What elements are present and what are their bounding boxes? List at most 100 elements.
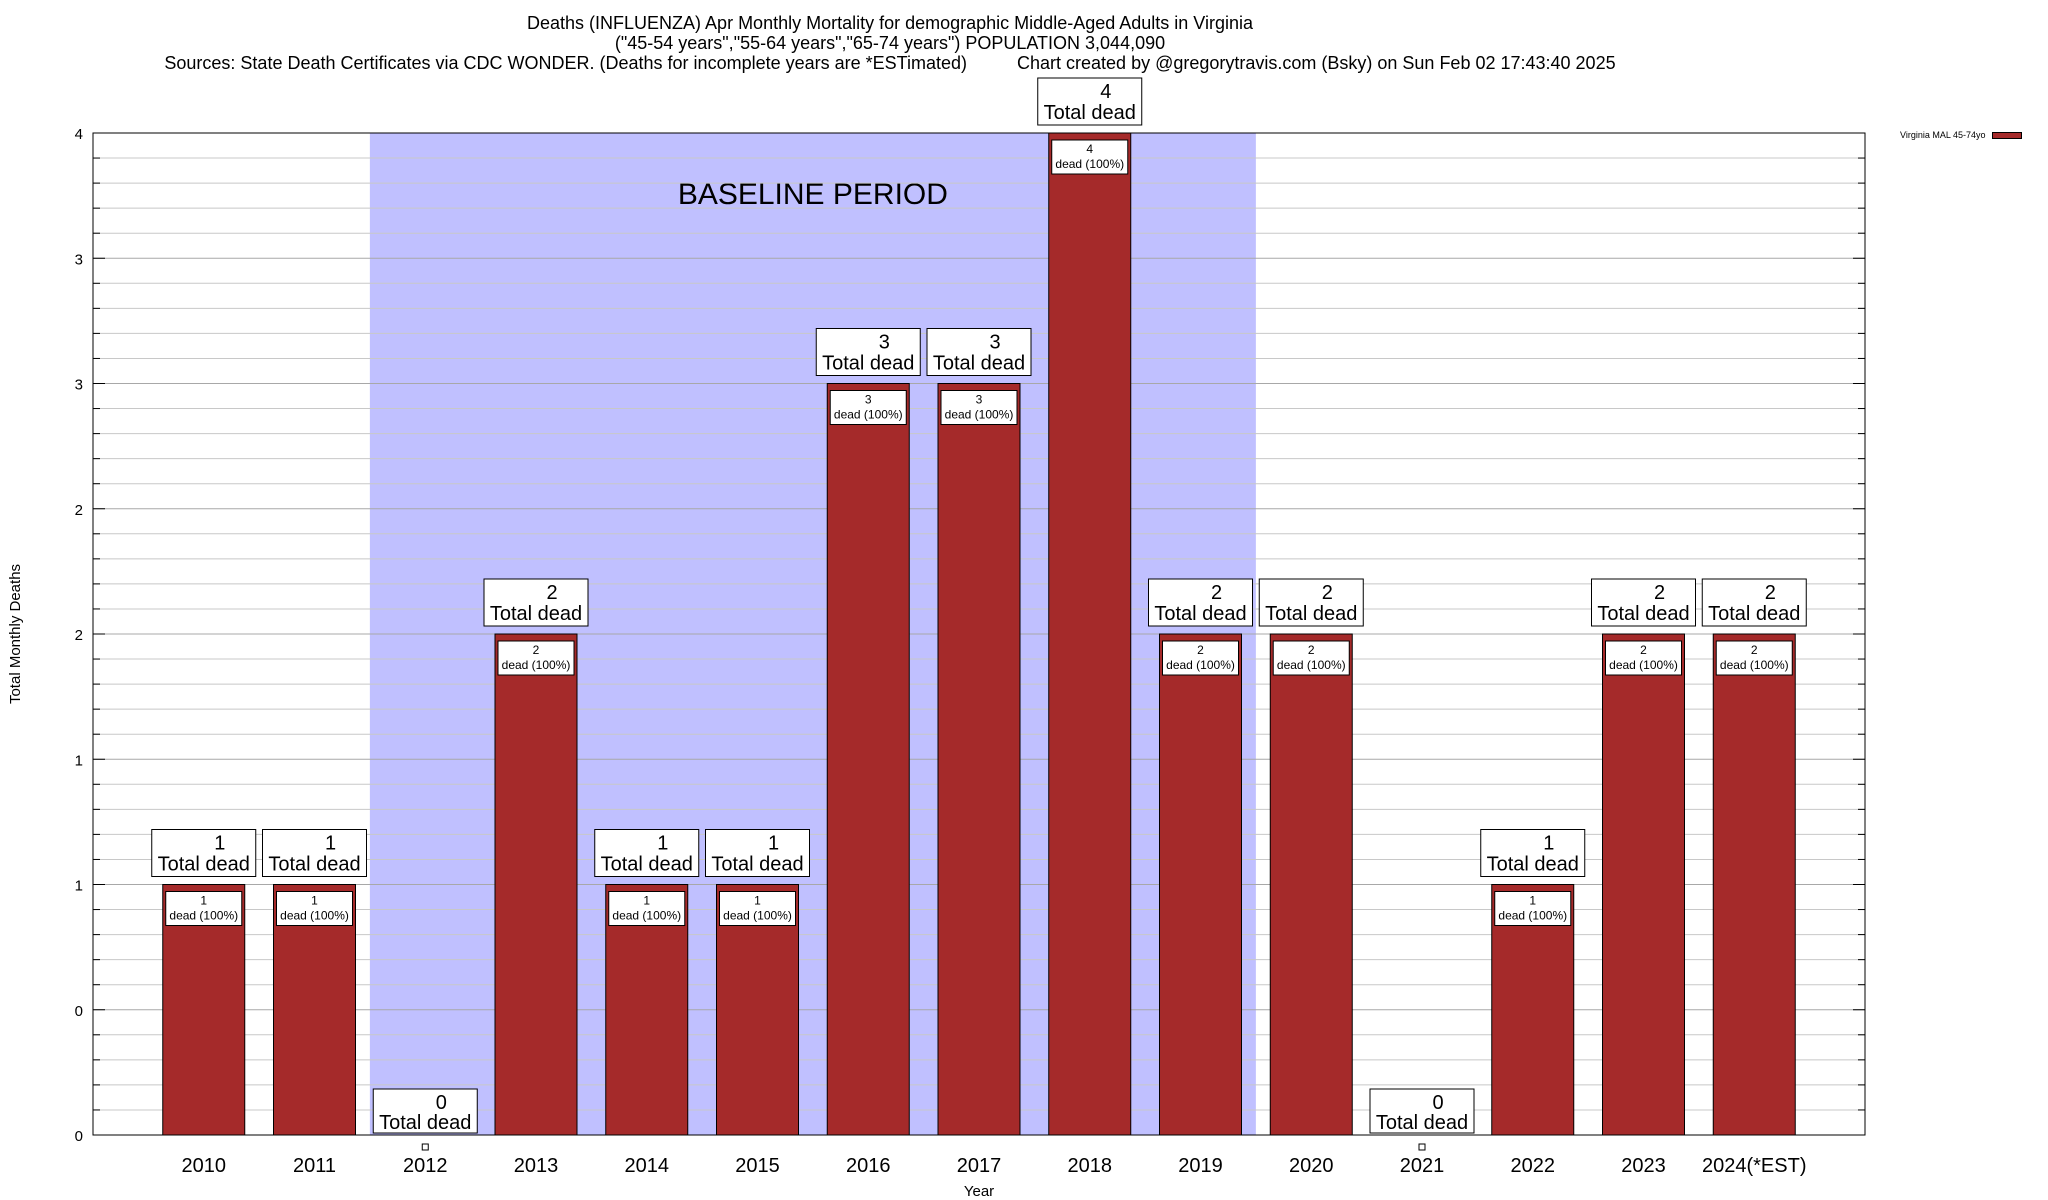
chart-source-line: Sources: State Death Certificates via CD… [164,53,1616,73]
y-tick-label: 0 [75,1003,83,1020]
legend-swatch [1991,131,2022,139]
total-dead-label-box [372,1088,478,1134]
total-dead-label-box [151,829,257,877]
bar-inner-percent-label: dead (100%) [834,408,903,422]
y-axis-title: Total Monthly Deaths [7,564,24,704]
total-dead-text-label: Total dead [933,353,1025,375]
total-dead-text-label: Total dead [711,854,803,876]
total-dead-text-label: Total dead [379,1112,471,1134]
total-dead-text-label: Total dead [601,854,693,876]
total-dead-value-label: 1 [657,833,668,855]
y-tick-label: 3 [75,377,83,394]
bar [605,884,689,1136]
total-dead-text-label: Total dead [1487,854,1579,876]
bar-inner-percent-label: dead (100%) [1277,658,1346,672]
total-dead-label-box [1037,77,1143,126]
total-dead-label-box [926,328,1032,376]
y-tick-label: 1 [75,752,83,769]
total-dead-label-box [1701,578,1807,627]
bar [716,884,799,1136]
total-dead-value-label: 2 [1322,582,1333,604]
bar-inner-label-box [829,390,907,425]
bar [1269,633,1353,1136]
bar-inner-value-label: 2 [1197,643,1204,657]
y-tick-label: 4 [75,126,83,143]
bar-inner-percent-label: dead (100%) [612,909,681,923]
bar-inner-label-box [276,891,353,926]
y-tick-label: 1 [75,878,83,895]
total-dead-value-label: 1 [1543,833,1554,855]
x-tick-label: 2011 [293,1155,336,1177]
zero-value-marker [421,1143,429,1151]
bar-inner-value-label: 1 [311,894,318,908]
x-tick-label: 2024(*EST) [1702,1155,1807,1177]
bar-inner-percent-label: dead (100%) [1609,658,1678,672]
total-dead-label-box [1258,578,1364,627]
x-tick-label: 2015 [735,1155,780,1177]
bar [273,884,356,1136]
total-dead-value-label: 3 [879,332,890,354]
total-dead-label-box [483,578,589,627]
chart-title: Deaths (INFLUENZA) Apr Monthly Mortality… [527,13,1253,33]
bar-inner-label-box [1605,640,1682,676]
zero-value-marker [1418,1143,1426,1151]
total-dead-value-label: 2 [1765,582,1776,604]
x-tick-label: 2017 [957,1155,1002,1177]
total-dead-text-label: Total dead [158,854,250,876]
bar-inner-label-box [1715,640,1793,676]
bar-inner-label-box [1494,891,1572,926]
bar-inner-label-box [1272,640,1350,676]
total-dead-text-label: Total dead [1154,603,1246,625]
x-tick-label: 2020 [1289,1155,1334,1177]
legend: Virginia MAL 45-74yo [1900,130,2022,140]
y-tick-label: 0 [75,1128,83,1145]
bar-inner-value-label: 2 [1308,643,1315,657]
x-tick-label: 2021 [1400,1155,1445,1177]
total-dead-text-label: Total dead [1376,1112,1468,1134]
bar-inner-value-label: 3 [976,393,983,407]
total-dead-label-box [1369,1088,1475,1134]
x-tick-label: 2013 [514,1155,559,1177]
bar [1048,132,1132,1136]
y-tick-label: 3 [75,251,83,268]
total-dead-label-box [1480,829,1586,877]
total-dead-value-label: 1 [325,833,336,855]
total-dead-text-label: Total dead [1265,603,1357,625]
x-tick-label: 2018 [1068,1155,1113,1177]
bar-inner-percent-label: dead (100%) [1055,157,1124,171]
bar [826,383,910,1136]
total-dead-text-label: Total dead [268,854,360,876]
total-dead-value-label: 2 [546,582,557,604]
bar [1712,633,1796,1136]
bar-inner-value-label: 1 [200,894,207,908]
total-dead-value-label: 4 [1100,81,1111,103]
total-dead-value-label: 1 [768,833,779,855]
bar-inner-value-label: 2 [533,643,540,657]
bar [937,383,1021,1136]
total-dead-text-label: Total dead [1597,603,1689,625]
total-dead-text-label: Total dead [1708,603,1800,625]
total-dead-label-box [1591,578,1696,627]
bar [1602,633,1685,1136]
bar-inner-label-box [165,891,243,926]
legend-label: Virginia MAL 45-74yo [1900,130,1986,140]
bar-inner-value-label: 2 [1751,643,1758,657]
bar-inner-value-label: 2 [1640,643,1647,657]
bar [494,633,578,1136]
bar-inner-value-label: 4 [1086,142,1093,156]
bar-inner-value-label: 3 [865,393,872,407]
total-dead-label-box [815,328,921,376]
bar-inner-label-box [1162,640,1239,676]
total-dead-value-label: 0 [436,1092,447,1114]
bar-inner-percent-label: dead (100%) [1498,909,1567,923]
bar-inner-value-label: 1 [754,894,761,908]
chart-subtitle: ("45-54 years","55-64 years","65-74 year… [614,33,1166,53]
total-dead-value-label: 2 [1211,582,1222,604]
total-dead-value-label: 2 [1654,582,1665,604]
bar-inner-percent-label: dead (100%) [502,658,571,672]
total-dead-label-box [594,829,700,877]
x-tick-label: 2022 [1511,1155,1556,1177]
bar-inner-percent-label: dead (100%) [280,909,349,923]
